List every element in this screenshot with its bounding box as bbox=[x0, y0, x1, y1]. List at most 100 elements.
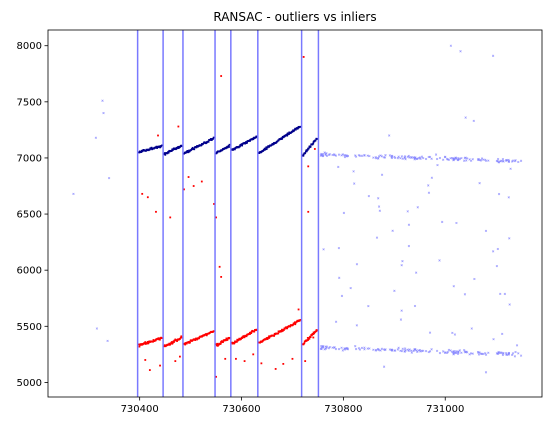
outlier-point bbox=[259, 341, 261, 344]
unclassified-point bbox=[372, 348, 375, 351]
outlier-point bbox=[294, 323, 297, 326]
x-tick-label: 730400 bbox=[121, 404, 159, 415]
unclassified-point bbox=[379, 154, 382, 157]
outlier-point bbox=[180, 336, 183, 339]
inlier-point bbox=[239, 145, 241, 148]
unclassified-point bbox=[496, 157, 500, 161]
outlier-point bbox=[177, 125, 180, 128]
outlier-point bbox=[157, 134, 159, 137]
unclassified-point bbox=[353, 182, 356, 185]
unclassified-point bbox=[496, 247, 499, 251]
unclassified-point bbox=[380, 173, 384, 176]
unclassified-point bbox=[95, 327, 99, 330]
unclassified-point bbox=[396, 157, 399, 160]
outlier-point bbox=[174, 339, 176, 342]
outlier-point bbox=[289, 325, 292, 328]
inlier-point bbox=[255, 135, 258, 138]
unclassified-point bbox=[515, 344, 519, 347]
outlier-point bbox=[225, 337, 228, 340]
inlier-point bbox=[312, 142, 315, 145]
unclassified-point bbox=[328, 153, 331, 156]
inlier-point bbox=[285, 133, 288, 136]
unclassified-point bbox=[337, 246, 341, 250]
outlier-point bbox=[310, 334, 313, 337]
unclassified-point bbox=[465, 351, 469, 354]
inlier-point bbox=[195, 146, 198, 149]
inlier-point bbox=[252, 138, 255, 141]
unclassified-point bbox=[323, 348, 326, 351]
inlier-point bbox=[150, 146, 153, 149]
outlier-point bbox=[281, 330, 284, 332]
unclassified-point bbox=[417, 349, 420, 352]
unclassified-point bbox=[442, 158, 445, 161]
inlier-point bbox=[281, 137, 284, 140]
unclassified-point bbox=[508, 237, 511, 240]
unclassified-point bbox=[403, 155, 407, 158]
inlier-point bbox=[286, 132, 289, 135]
unclassified-point bbox=[434, 153, 438, 156]
outlier-point bbox=[265, 338, 268, 340]
y-tick-label: 6500 bbox=[17, 210, 42, 221]
inlier-point bbox=[156, 147, 158, 149]
unclassified-point bbox=[464, 156, 467, 159]
unclassified-point bbox=[325, 152, 328, 155]
inlier-point bbox=[183, 152, 185, 155]
unclassified-point bbox=[407, 154, 410, 157]
outlier-point bbox=[306, 337, 309, 339]
unclassified-point bbox=[497, 192, 501, 196]
y-tick-label: 7500 bbox=[17, 97, 42, 108]
outlier-point bbox=[304, 360, 307, 362]
unclassified-point bbox=[503, 292, 506, 296]
inlier-point bbox=[283, 135, 286, 138]
unclassified-point bbox=[388, 134, 391, 137]
unclassified-point bbox=[410, 351, 413, 354]
unclassified-point bbox=[436, 163, 439, 167]
outlier-point bbox=[161, 337, 163, 339]
unclassified-point bbox=[72, 192, 75, 196]
inlier-point bbox=[306, 148, 309, 151]
unclassified-point bbox=[408, 156, 411, 159]
outlier-point bbox=[277, 332, 280, 335]
unclassified-point bbox=[343, 155, 347, 159]
unclassified-point bbox=[325, 346, 328, 350]
unclassified-point bbox=[363, 346, 366, 349]
inlier-point bbox=[212, 137, 214, 140]
inlier-point bbox=[179, 145, 181, 148]
outlier-point bbox=[283, 327, 286, 330]
outlier-point bbox=[179, 337, 181, 340]
unclassified-point bbox=[438, 156, 442, 160]
outlier-point bbox=[242, 336, 245, 339]
unclassified-point bbox=[337, 165, 340, 169]
unclassified-point bbox=[501, 158, 505, 161]
unclassified-point bbox=[338, 276, 341, 279]
outlier-point bbox=[175, 339, 178, 342]
unclassified-point bbox=[328, 345, 331, 349]
unclassified-point bbox=[463, 159, 466, 162]
unclassified-point bbox=[428, 331, 432, 334]
unclassified-point bbox=[410, 156, 413, 159]
unclassified-point bbox=[341, 153, 344, 156]
unclassified-point bbox=[376, 157, 380, 160]
unclassified-point bbox=[454, 156, 457, 159]
outlier-point bbox=[307, 210, 310, 213]
outlier-point bbox=[184, 343, 187, 346]
unclassified-point bbox=[391, 229, 394, 232]
unclassified-point bbox=[334, 347, 338, 351]
unclassified-point bbox=[509, 167, 512, 170]
unclassified-point bbox=[442, 350, 445, 353]
outlier-point bbox=[268, 335, 270, 338]
unclassified-point bbox=[319, 154, 323, 157]
outlier-point bbox=[273, 335, 276, 337]
outlier-point bbox=[235, 340, 238, 343]
inlier-point bbox=[277, 139, 280, 142]
unclassified-point bbox=[404, 349, 407, 352]
unclassified-point bbox=[428, 155, 432, 159]
unclassified-point bbox=[333, 153, 336, 156]
outlier-point bbox=[302, 56, 305, 58]
unclassified-point bbox=[413, 304, 417, 308]
unclassified-point bbox=[452, 158, 455, 161]
unclassified-point bbox=[479, 159, 483, 162]
outlier-point bbox=[171, 341, 174, 344]
inlier-point bbox=[138, 151, 141, 154]
outlier-point bbox=[224, 357, 227, 360]
